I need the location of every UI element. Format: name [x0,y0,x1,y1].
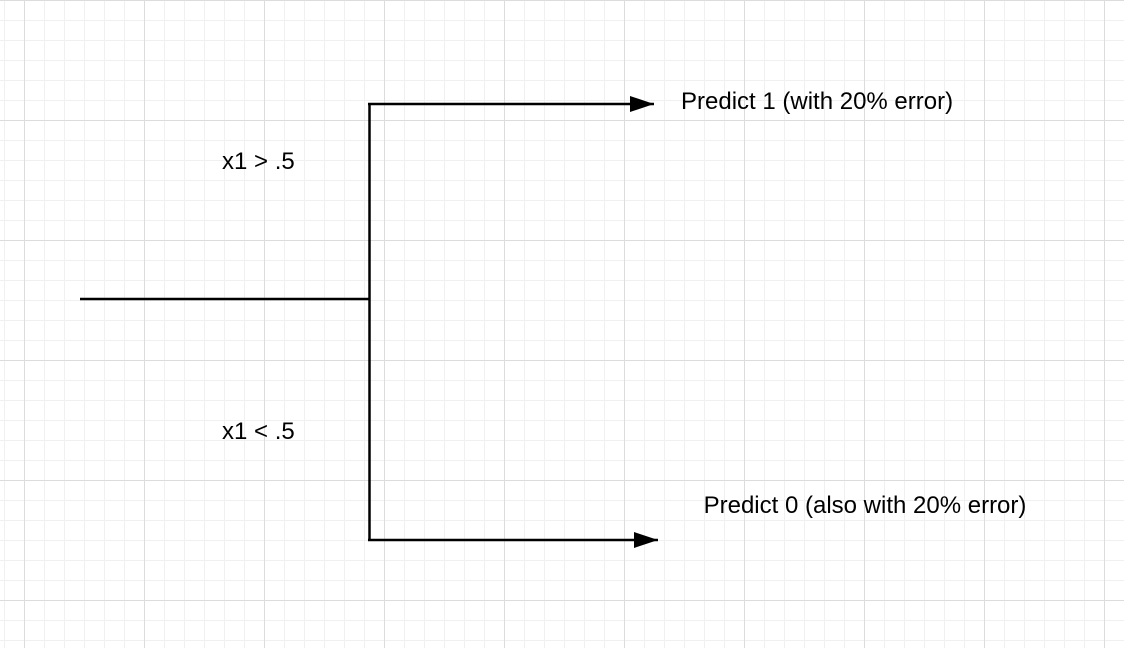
leaf-label-predict-1: Predict 1 (with 20% error) [681,88,954,115]
condition-label-true: x1 > .5 [222,148,295,175]
leaf-label-predict-0: Predict 0 (also with 20% error) [703,492,1027,519]
condition-label-false: x1 < .5 [222,418,295,445]
